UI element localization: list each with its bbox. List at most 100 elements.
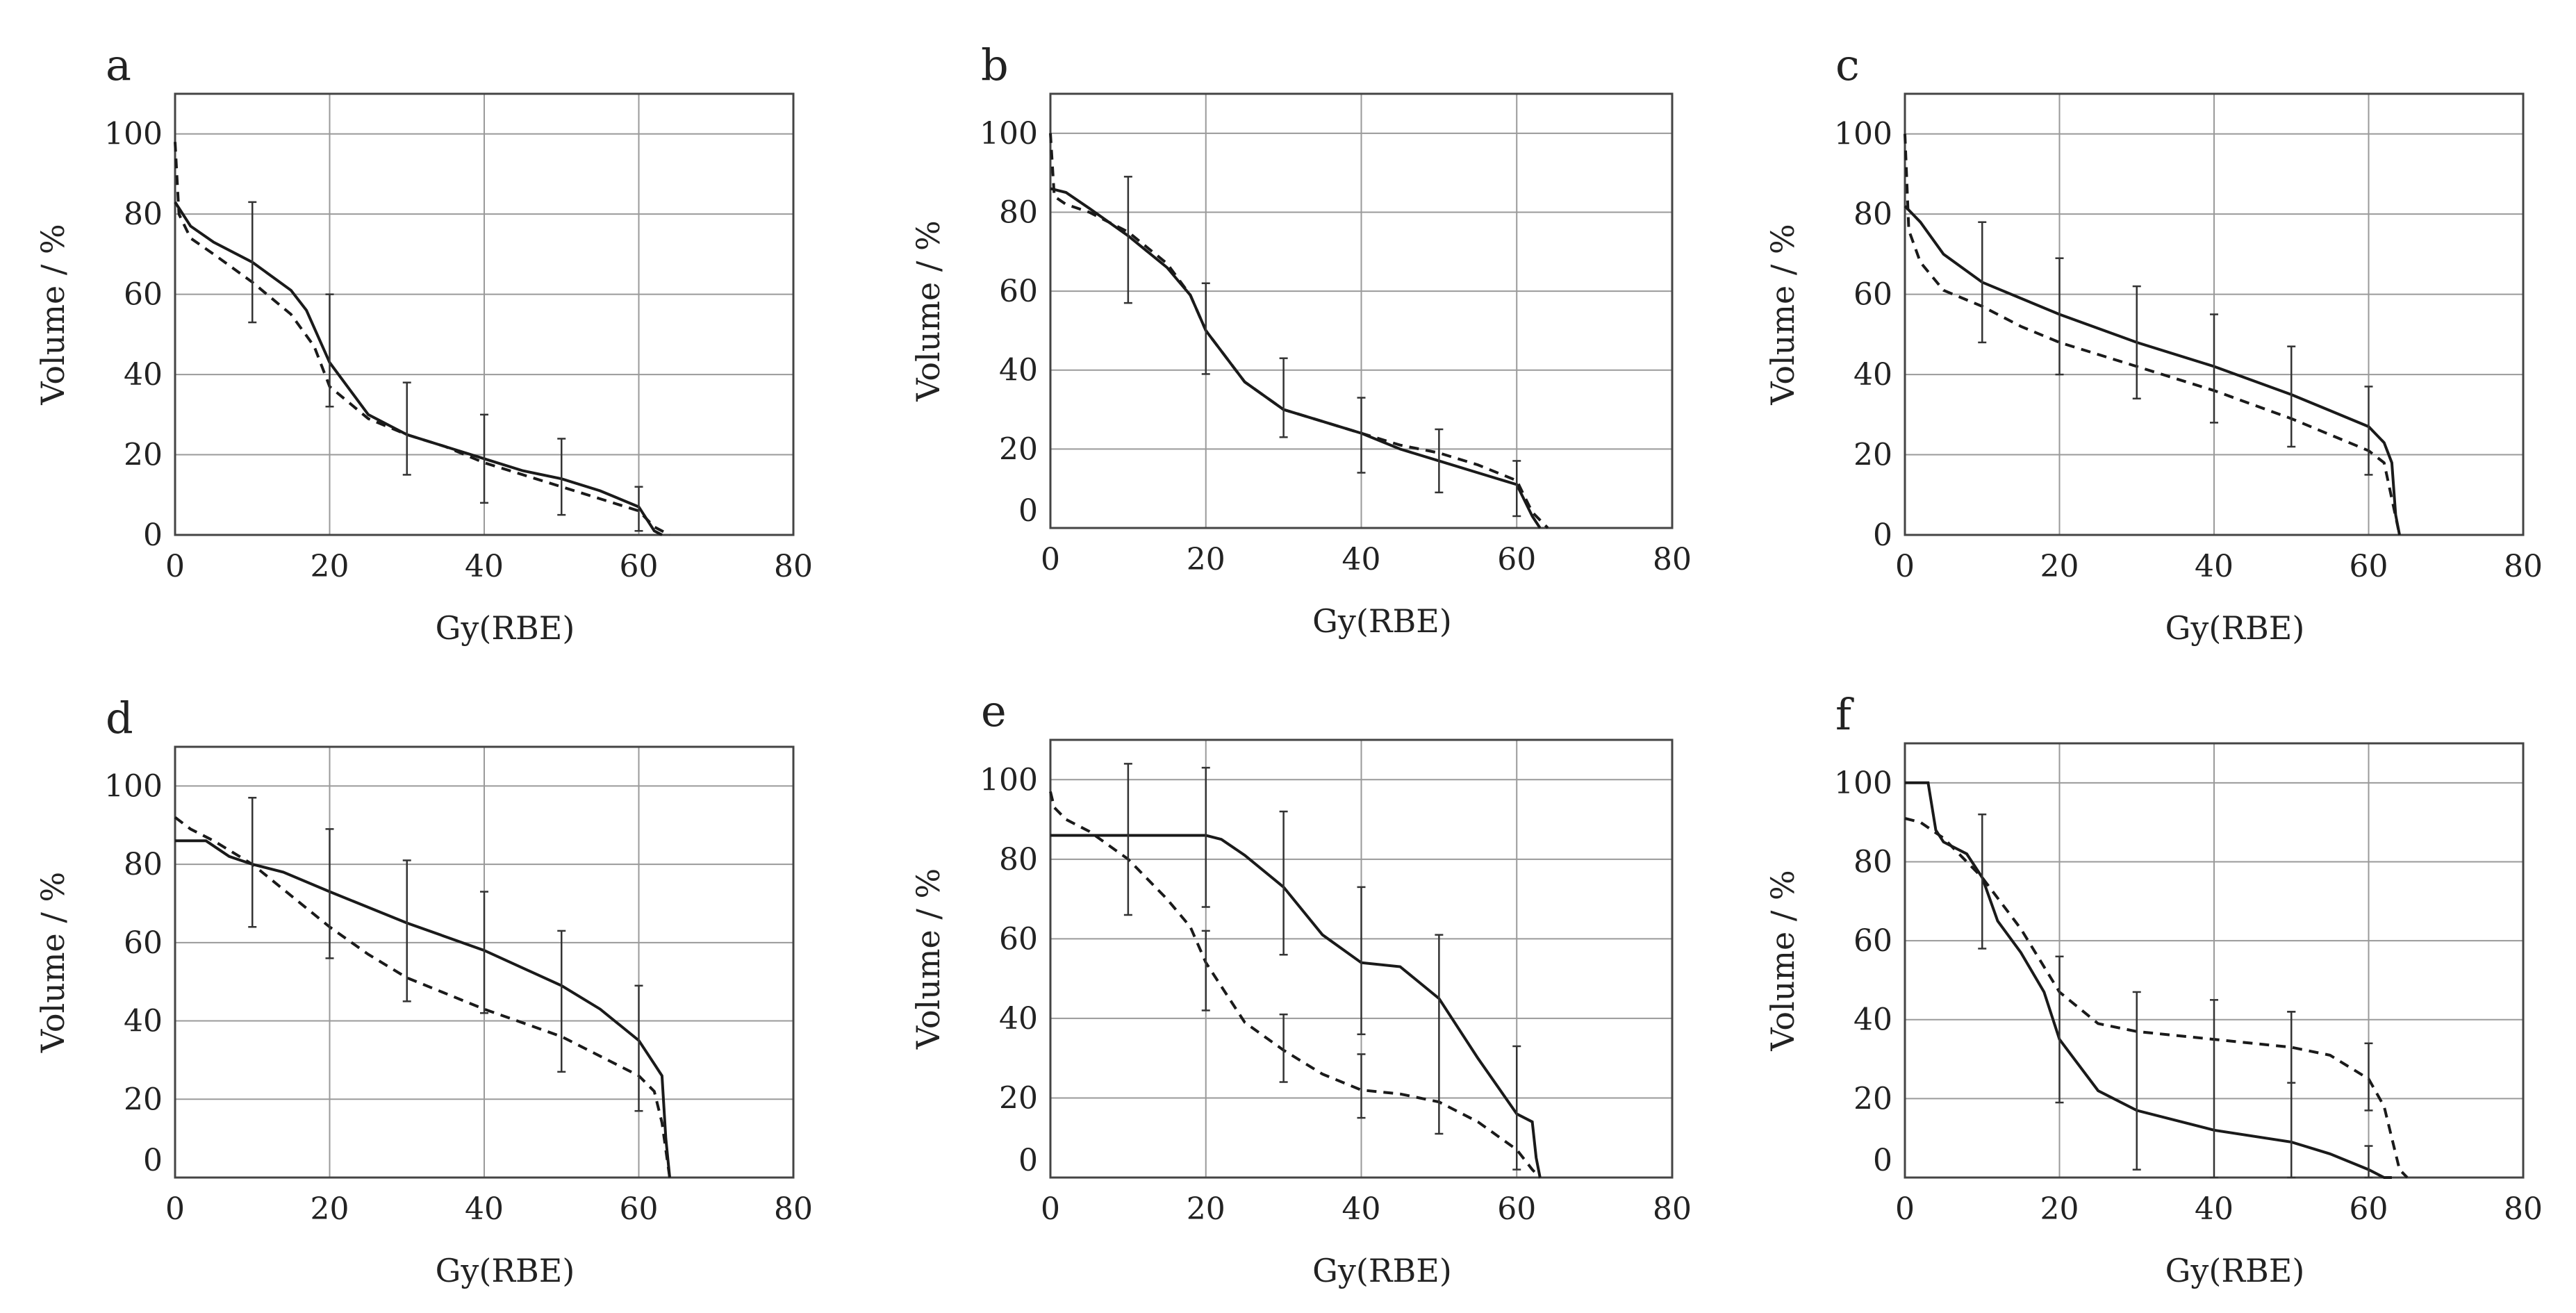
y-tick-label: 60: [999, 921, 1038, 957]
error-bar: [480, 413, 488, 504]
x-tick-label: 40: [465, 549, 504, 584]
x-axis-title: Gy(RBE): [436, 1252, 575, 1289]
y-tick-label: 80: [124, 847, 163, 882]
plot-frame: [174, 92, 795, 536]
error-bar: [2210, 313, 2218, 424]
y-tick-label: 0: [143, 1143, 163, 1178]
error-bar: [248, 797, 257, 928]
x-tick-label: 60: [1497, 1191, 1536, 1227]
error-bar: [1512, 1045, 1521, 1171]
series-solid-line: [175, 839, 671, 1178]
y-tick-label: 20: [124, 1082, 163, 1117]
y-axis-title: Volume / %: [909, 220, 947, 402]
y-tick-label: 40: [999, 353, 1038, 388]
x-tick-label: 40: [2195, 1191, 2234, 1227]
panel-label: a: [106, 40, 131, 90]
error-bar: [557, 438, 566, 516]
y-tick-label: 40: [1853, 357, 1892, 393]
y-tick-label: 80: [124, 197, 163, 232]
error-bar: [1357, 886, 1366, 1036]
x-tick-label: 20: [1187, 1191, 1225, 1227]
x-tick-label: 80: [1653, 542, 1692, 577]
error-bar: [2055, 955, 2064, 1104]
y-axis-title: Volume / %: [34, 872, 72, 1053]
x-axis-title: Gy(RBE): [2165, 1252, 2305, 1289]
x-tick-label: 20: [2040, 549, 2079, 584]
y-tick-label: 20: [999, 1080, 1038, 1116]
plot-frame: [1904, 92, 2525, 536]
error-bar: [2364, 1145, 2373, 1179]
series-dashed-line: [1904, 133, 2401, 536]
x-tick-label: 0: [165, 549, 185, 584]
y-tick-label: 40: [1853, 1002, 1892, 1038]
x-tick-label: 40: [2195, 549, 2234, 584]
series-solid-line: [1050, 187, 1542, 529]
error-bar: [1123, 763, 1132, 916]
x-tick-label: 40: [1342, 542, 1381, 577]
x-tick-label: 40: [1342, 1191, 1381, 1227]
y-axis-title: Volume / %: [909, 868, 947, 1050]
series-solid-line: [1050, 834, 1542, 1178]
y-axis-title: Volume / %: [34, 224, 72, 405]
x-tick-label: 20: [1187, 542, 1225, 577]
y-tick-label: 100: [980, 116, 1038, 151]
series-dashed-line: [1904, 817, 2409, 1179]
y-tick-label: 20: [124, 438, 163, 473]
y-tick-label: 0: [1873, 1143, 1892, 1178]
x-tick-label: 60: [620, 1191, 659, 1227]
panel-d: d 0 20 40 60 80 20 40 60 80 100 0 Gy(RBE) Volume / %: [34, 693, 813, 1289]
panel-label: c: [1835, 40, 1860, 90]
error-bar: [634, 984, 643, 1112]
y-tick-label: 0: [1018, 493, 1038, 529]
x-tick-label: 20: [311, 549, 349, 584]
x-tick-label: 0: [1895, 549, 1915, 584]
error-bar: [2132, 991, 2141, 1171]
y-tick-label: 40: [124, 1004, 163, 1039]
error-bar: [325, 828, 334, 959]
x-tick-label: 60: [1497, 542, 1536, 577]
x-tick-label: 60: [2350, 549, 2388, 584]
error-bar: [2364, 386, 2373, 476]
series-dashed-line: [1049, 791, 1542, 1179]
error-bar: [1435, 428, 1444, 494]
x-axis-title: Gy(RBE): [2165, 609, 2305, 647]
error-bar: [1357, 397, 1366, 474]
x-tick-label: 80: [774, 1191, 813, 1227]
y-tick-label: 60: [1853, 923, 1892, 959]
x-tick-label: 0: [1895, 1191, 1915, 1227]
y-axis-title: Volume / %: [1764, 224, 1801, 405]
y-tick-label: 40: [999, 1001, 1038, 1037]
x-tick-label: 60: [620, 549, 659, 584]
error-bar: [2287, 345, 2296, 448]
error-bar: [402, 381, 411, 476]
plot-frame: [174, 745, 795, 1179]
error-bar: [2287, 1011, 2296, 1084]
y-tick-label: 100: [104, 768, 163, 804]
error-bar: [1279, 1013, 1288, 1083]
y-tick-label: 20: [1853, 438, 1892, 473]
error-bar: [1512, 460, 1521, 518]
error-bar: [325, 293, 334, 408]
x-tick-label: 0: [165, 1191, 185, 1227]
error-bar: [1978, 814, 1987, 950]
y-axis-title: Volume / %: [1764, 870, 1801, 1051]
error-bar: [1357, 1053, 1366, 1119]
error-bar: [1201, 766, 1210, 908]
y-tick-label: 80: [1853, 844, 1892, 880]
plot-frame: [1049, 92, 1674, 529]
y-tick-label: 0: [1873, 518, 1892, 553]
error-bar: [1123, 176, 1132, 304]
y-tick-label: 80: [999, 842, 1038, 877]
y-tick-label: 20: [1853, 1081, 1892, 1116]
error-bar: [557, 930, 566, 1073]
panel-c: c 0 20 40 60 80 0 20 40 60 80 100 Gy(RBE) Volume / %: [1764, 40, 2543, 647]
series-dashed-line: [174, 816, 671, 1178]
x-tick-label: 0: [1041, 1191, 1060, 1227]
y-tick-label: 60: [999, 274, 1038, 309]
y-tick-label: 80: [1853, 197, 1892, 232]
error-bar: [1279, 357, 1288, 438]
error-bar: [2132, 285, 2141, 399]
y-tick-label: 100: [104, 117, 163, 152]
y-tick-label: 60: [1853, 277, 1892, 313]
